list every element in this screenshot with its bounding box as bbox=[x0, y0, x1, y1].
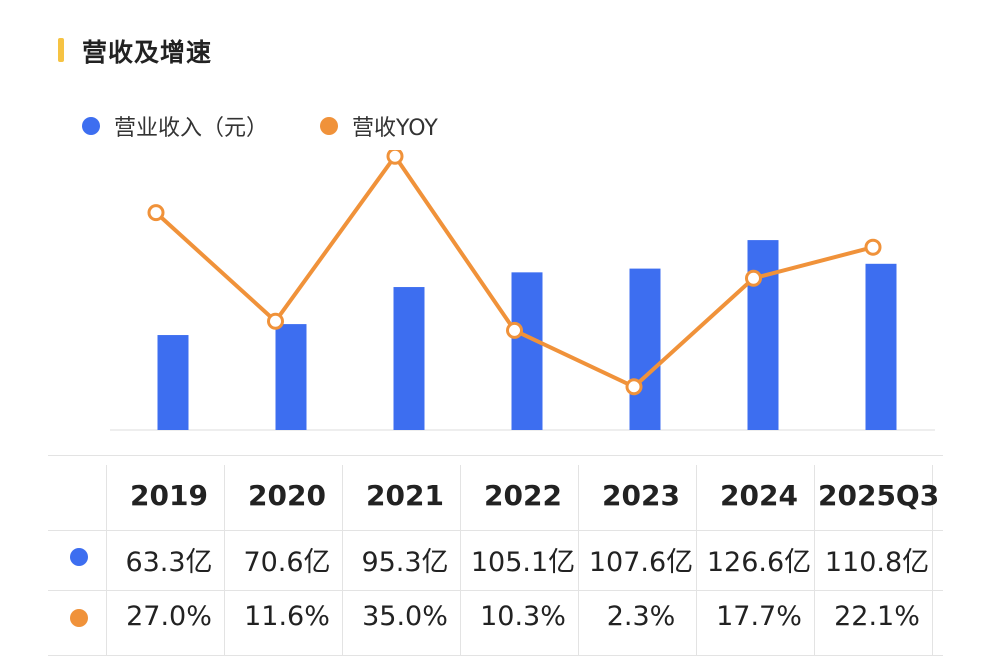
data-table: 2019 2020 2021 2022 2023 2024 2025Q3 63.3亿 70.6亿… bbox=[48, 455, 943, 660]
table-cell-revenue: 126.6亿 bbox=[706, 547, 812, 578]
table-row-divider bbox=[48, 655, 943, 656]
table-cell-yoy: 35.0% bbox=[362, 601, 448, 632]
table-cell-revenue: 110.8亿 bbox=[824, 547, 930, 578]
bar-2019 bbox=[157, 335, 189, 430]
table-cell-revenue: 70.6亿 bbox=[243, 547, 331, 578]
table-cell-yoy: 2.3% bbox=[606, 601, 676, 632]
table-col-divider bbox=[696, 465, 697, 655]
combo-chart bbox=[110, 150, 935, 431]
table-col-divider bbox=[460, 465, 461, 655]
table-header-cell: 2020 bbox=[248, 479, 326, 512]
yoy-point-2023 bbox=[625, 378, 643, 396]
yoy-point-2020 bbox=[267, 312, 284, 330]
table-col-divider bbox=[224, 465, 225, 655]
table-header-cell: 2019 bbox=[130, 479, 208, 512]
yoy-point-2022 bbox=[506, 321, 523, 339]
yoy-point-2019 bbox=[147, 204, 165, 222]
table-header-cell: 2021 bbox=[366, 479, 444, 512]
legend-dot-yoy bbox=[320, 117, 339, 135]
table-cell-yoy: 27.0% bbox=[126, 601, 212, 632]
title-accent-bar bbox=[58, 38, 64, 62]
bar-2024 bbox=[747, 240, 779, 430]
table-cell-yoy: 10.3% bbox=[480, 601, 566, 632]
table-header-cell: 2025Q3 bbox=[818, 479, 940, 512]
yoy-point-2024 bbox=[745, 269, 762, 287]
chart-title: 营收及增速 bbox=[82, 38, 213, 67]
yoy-point-2021 bbox=[386, 150, 404, 165]
table-header-cell: 2024 bbox=[720, 479, 798, 512]
bar-2022 bbox=[511, 272, 543, 430]
yoy-point-2025Q3 bbox=[864, 238, 882, 256]
table-col-divider bbox=[578, 465, 579, 655]
bar-2020 bbox=[275, 324, 307, 430]
row-marker-yoy bbox=[70, 609, 88, 627]
table-col-divider bbox=[932, 465, 933, 655]
legend-item-revenue: 营业收入（元） bbox=[82, 110, 268, 142]
bar-2021 bbox=[393, 287, 425, 430]
legend: 营业收入（元） 营收YOY bbox=[82, 110, 490, 142]
bar-2023 bbox=[629, 268, 661, 430]
table-col-divider bbox=[342, 465, 343, 655]
legend-dot-revenue bbox=[82, 117, 100, 135]
table-cell-revenue: 63.3亿 bbox=[125, 547, 213, 578]
table-cell-revenue: 107.6亿 bbox=[588, 547, 694, 578]
table-row-divider bbox=[48, 455, 943, 456]
table-row-divider bbox=[48, 530, 943, 531]
table-cell-revenue: 95.3亿 bbox=[361, 547, 449, 578]
legend-item-yoy: 营收YOY bbox=[320, 110, 438, 142]
legend-label-revenue: 营业收入（元） bbox=[114, 116, 269, 141]
table-header-cell: 2023 bbox=[602, 479, 680, 512]
bar-2025Q3 bbox=[865, 263, 897, 430]
table-col-divider bbox=[814, 465, 815, 655]
table-cell-yoy: 17.7% bbox=[716, 601, 802, 632]
table-col-divider bbox=[106, 465, 107, 655]
row-marker-revenue bbox=[70, 548, 88, 566]
table-header-cell: 2022 bbox=[484, 479, 562, 512]
legend-label-yoy: 营收YOY bbox=[352, 116, 438, 141]
table-cell-yoy: 11.6% bbox=[244, 601, 330, 632]
table-cell-yoy: 22.1% bbox=[834, 601, 920, 632]
table-row-divider bbox=[48, 590, 943, 591]
table-cell-revenue: 105.1亿 bbox=[470, 547, 576, 578]
